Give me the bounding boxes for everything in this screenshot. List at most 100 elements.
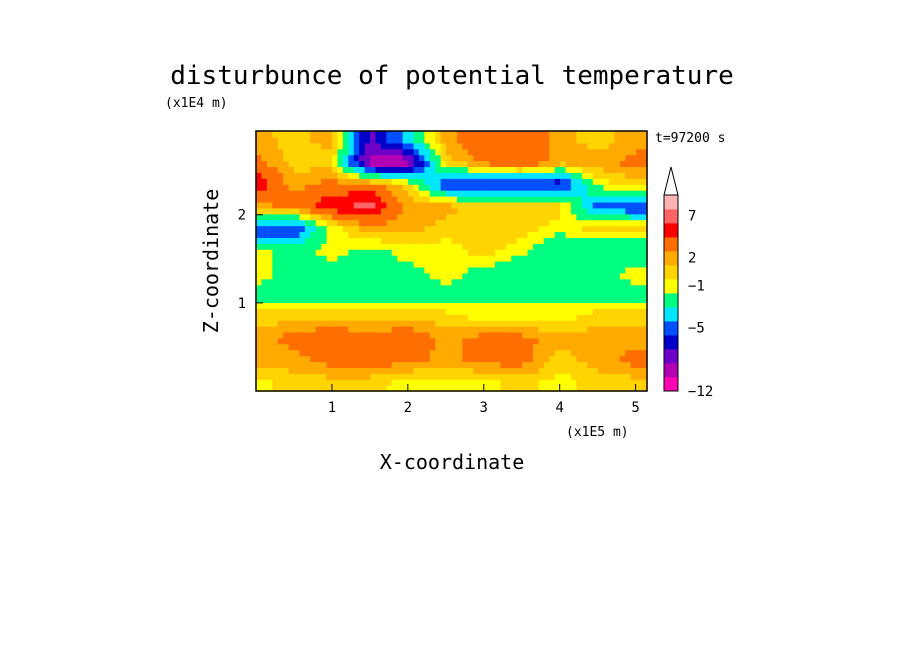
heatmap-cell <box>304 379 311 386</box>
heatmap-cell <box>619 379 626 386</box>
heatmap-cell <box>272 249 279 256</box>
heatmap-cell <box>576 225 583 233</box>
heatmap-cell <box>277 231 284 238</box>
heatmap-cell <box>456 190 463 197</box>
heatmap-cell <box>511 172 518 179</box>
heatmap-cell <box>581 296 588 303</box>
heatmap-cell <box>408 142 415 150</box>
heatmap-cell <box>478 349 485 357</box>
heatmap-cell <box>353 296 360 303</box>
heatmap-cell <box>440 266 447 274</box>
heatmap-cell <box>283 249 290 256</box>
heatmap-cell <box>565 249 572 256</box>
heatmap-cell <box>462 255 469 262</box>
heatmap-cell <box>587 172 594 179</box>
heatmap-cell <box>310 355 317 363</box>
heatmap-cell <box>386 201 393 209</box>
heatmap-cell <box>608 296 616 303</box>
heatmap-cell <box>256 385 263 392</box>
heatmap-cell <box>608 355 616 363</box>
heatmap-cell <box>299 231 306 238</box>
heatmap-cell <box>549 296 556 303</box>
heatmap-cell <box>299 278 306 286</box>
heatmap-cell <box>538 379 545 386</box>
heatmap-cell <box>375 361 382 368</box>
heatmap-cell <box>636 213 643 221</box>
heatmap-cell <box>516 272 523 280</box>
heatmap-cell <box>630 160 637 168</box>
heatmap-cell <box>332 261 339 268</box>
heatmap-cell <box>505 326 512 333</box>
heatmap-cell <box>636 343 643 351</box>
heatmap-cell <box>619 196 626 203</box>
heatmap-cell <box>440 184 447 191</box>
heatmap-cell <box>299 237 306 244</box>
heatmap-cell <box>364 278 371 286</box>
heatmap-cell <box>484 148 491 156</box>
heatmap-cell <box>353 201 360 209</box>
heatmap-cell <box>565 308 572 315</box>
heatmap-cell <box>489 337 496 345</box>
heatmap-cell <box>402 154 409 162</box>
heatmap-cell <box>315 160 322 168</box>
heatmap-cell <box>532 272 539 280</box>
heatmap-cell <box>456 136 463 144</box>
heatmap-cell <box>446 349 453 357</box>
heatmap-cell <box>592 379 599 386</box>
heatmap-cell <box>364 219 371 227</box>
heatmap-cell <box>440 207 447 215</box>
heatmap-cell <box>364 249 371 256</box>
heatmap-cell <box>598 213 605 221</box>
heatmap-cell <box>375 255 382 262</box>
heatmap-cell <box>429 142 436 150</box>
heatmap-cell <box>310 166 317 173</box>
heatmap-cell <box>576 213 583 221</box>
heatmap-cell <box>261 231 268 238</box>
heatmap-cell <box>462 142 469 150</box>
heatmap-cell <box>359 201 366 209</box>
heatmap-cell <box>310 190 317 197</box>
heatmap-cell <box>538 166 545 173</box>
heatmap-cell <box>413 249 420 256</box>
heatmap-cell <box>625 255 632 262</box>
heatmap-cell <box>516 190 523 197</box>
colorbar <box>663 166 679 392</box>
heatmap-cell <box>511 255 518 262</box>
heatmap-cell <box>549 337 556 345</box>
heatmap-cell <box>413 160 420 168</box>
heatmap-cell <box>603 302 610 309</box>
heatmap-cell <box>500 255 507 262</box>
heatmap-cell <box>614 308 621 315</box>
heatmap-cell <box>489 142 496 150</box>
heatmap-cell <box>478 249 485 256</box>
heatmap-cell <box>462 184 469 191</box>
heatmap-cell <box>391 326 398 333</box>
heatmap-cell <box>598 190 605 197</box>
heatmap-cell <box>256 190 263 197</box>
heatmap-cell <box>375 331 382 339</box>
heatmap-cell <box>429 290 436 298</box>
heatmap-cell <box>424 337 431 345</box>
heatmap-cell <box>462 261 469 268</box>
heatmap-cell <box>446 178 453 185</box>
heatmap-cell <box>266 249 273 256</box>
heatmap-cell <box>418 326 425 333</box>
heatmap-cell <box>511 278 518 286</box>
heatmap-cell <box>315 314 322 321</box>
heatmap-cell <box>380 249 387 256</box>
heatmap-cell <box>603 349 610 357</box>
heatmap-cell <box>511 331 518 339</box>
heatmap-cell <box>619 172 626 179</box>
heatmap-cell <box>511 266 518 274</box>
heatmap-cell <box>636 272 643 280</box>
heatmap-cell <box>446 326 453 333</box>
heatmap-cell <box>560 219 567 227</box>
heatmap-cell <box>408 178 415 185</box>
heatmap-cell <box>603 131 610 138</box>
heatmap-cell <box>283 231 290 238</box>
heatmap-cell <box>256 261 263 268</box>
heatmap-cell <box>598 255 605 262</box>
heatmap-cell <box>467 326 474 333</box>
heatmap-cell <box>511 343 518 351</box>
heatmap-cell <box>478 255 485 262</box>
